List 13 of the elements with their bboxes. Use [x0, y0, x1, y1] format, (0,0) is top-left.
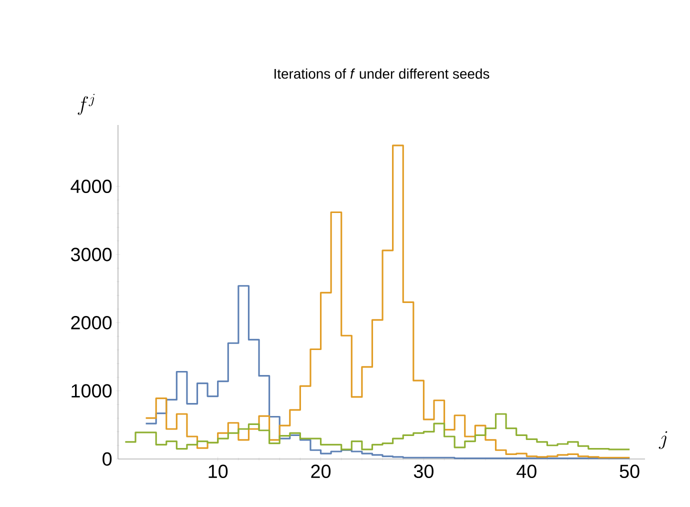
y-tick-label: 1000 [72, 384, 112, 398]
x-tick-label: 40 [516, 464, 536, 478]
x-tick-label: 20 [311, 464, 331, 478]
y-axis-title: $f^{j}$ [78, 94, 95, 115]
x-tick-label: 10 [208, 464, 228, 478]
chart-title: Iterations of f under different seeds [274, 68, 490, 79]
x-tick-label: 50 [620, 464, 640, 478]
y-tick-label: 3000 [70, 248, 112, 262]
x-tick-label: 30 [414, 464, 434, 478]
y-tick-label: 2000 [71, 316, 112, 330]
x-axis-title: $j$ [658, 431, 668, 449]
y-tick-label: 4000 [70, 180, 112, 194]
y-tick-label: 0 [102, 452, 112, 466]
